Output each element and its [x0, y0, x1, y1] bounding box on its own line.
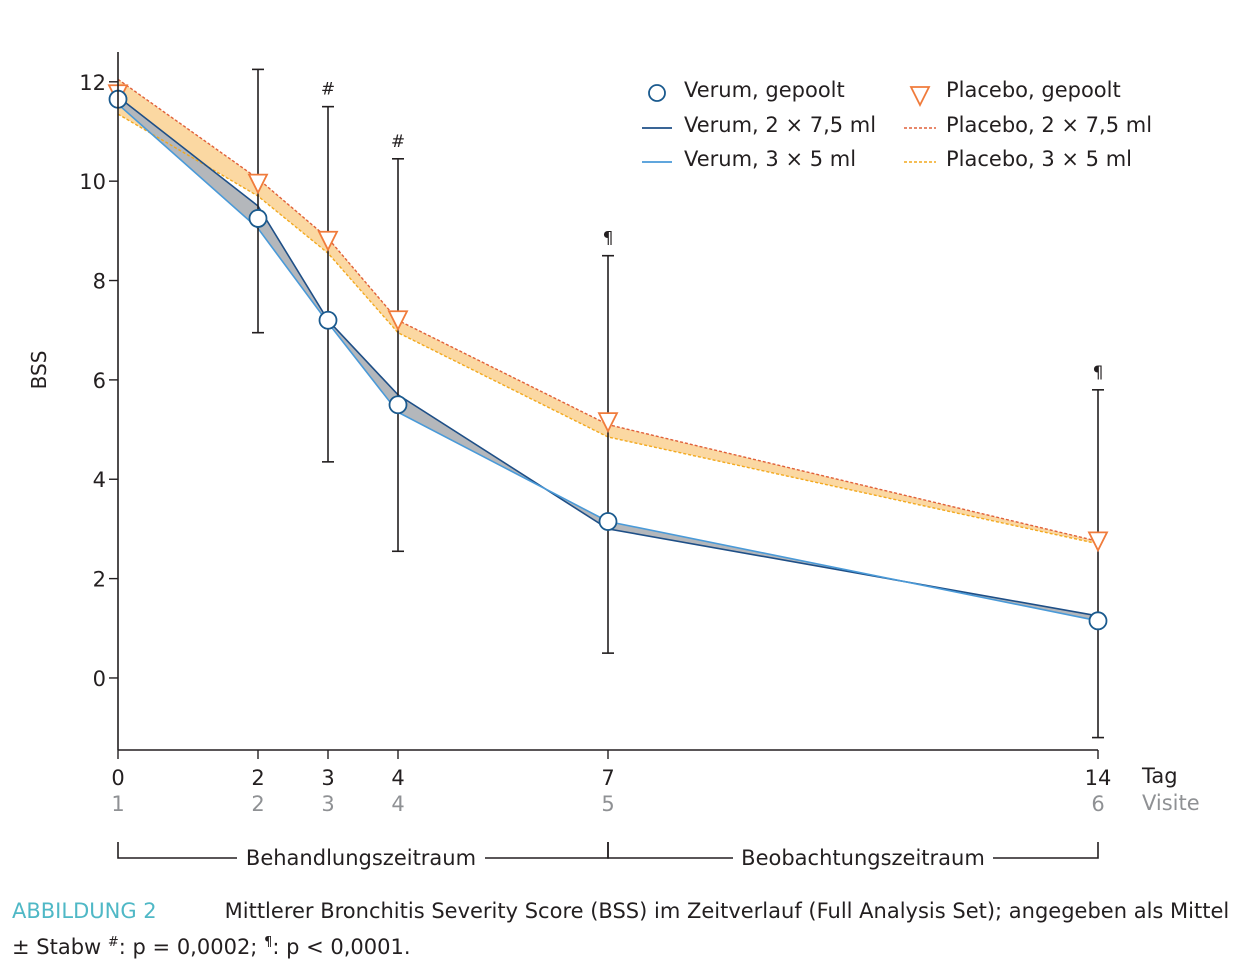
x-tick-label-0: 0 [111, 766, 124, 790]
placebo-marker-day-14 [1087, 531, 1109, 553]
significance-mark-1: # [321, 80, 335, 100]
error-bars [252, 68, 1104, 739]
significance-mark-3: ¶ [603, 229, 614, 249]
x-tick-label-7: 7 [601, 766, 614, 790]
figure-caption: ABBILDUNG 2 Mittlerer Bronchitis Severity… [12, 896, 1248, 963]
y-tick-label-8: 8 [93, 270, 106, 294]
y-tick-label-4: 4 [93, 468, 106, 492]
y-tick-label-12: 12 [79, 71, 106, 95]
legend: Verum, gepoolt Verum, 2 × 7,5 ml Verum, 3 … [642, 78, 1152, 171]
verum-marker-day-14 [1088, 611, 1108, 631]
visit-tick-label-2: 2 [251, 792, 264, 816]
caption-text: Mittlerer Bronchitis Severity Score (BSS… [12, 899, 1230, 959]
y-tick-label-10: 10 [79, 170, 106, 194]
placebo-marker-day-2 [247, 173, 269, 195]
verum-marker-day-3 [318, 310, 338, 330]
legend-verum-pooled-marker [648, 84, 666, 102]
series-line-4 [117, 103, 1099, 622]
placebo-marker-day-7 [597, 412, 619, 434]
x-tick-label-2: 2 [251, 766, 264, 790]
verum-marker-day-4 [388, 395, 408, 415]
series-line-1 [117, 78, 1099, 542]
visit-tick-label-4: 4 [391, 792, 404, 816]
series-line-2 [117, 113, 1099, 545]
period-label-1: Behandlungszeitraum [246, 846, 476, 870]
y-tick-label-0: 0 [93, 667, 106, 691]
legend-placebo-2-label: Placebo, 3 × 5 ml [946, 147, 1132, 171]
significance-mark-2: # [391, 132, 405, 152]
significance-mark-4: ¶ [1093, 363, 1104, 383]
caption-note2: : p < 0,0001. [272, 935, 411, 959]
caption-note1: : p = 0,0002; [118, 935, 265, 959]
visit-tick-label-5: 5 [601, 792, 614, 816]
visit-tick-label-6: 6 [1091, 792, 1104, 816]
visit-axis-title: Visite [1142, 791, 1200, 815]
period-bracket-2 [607, 842, 1099, 859]
period-brackets: Behandlungszeitraum Beobachtungszeitraum [117, 842, 1099, 870]
caption-label: ABBILDUNG 2 [12, 899, 157, 923]
legend-verum-1-label: Verum, 2 × 7,5 ml [684, 113, 876, 137]
visit-tick-label-1: 1 [111, 792, 124, 816]
legend-placebo-pooled-label: Placebo, gepoolt [946, 78, 1121, 102]
verum-marker-day-2 [248, 209, 268, 228]
placebo-marker-day-3 [317, 230, 339, 252]
x-tick-label-3: 3 [321, 766, 334, 790]
legend-verum-2-label: Verum, 3 × 5 ml [684, 147, 856, 171]
x-tick-label-14: 14 [1085, 766, 1112, 790]
x-tick-label-4: 4 [391, 766, 404, 790]
verum-marker-day-7 [598, 512, 618, 531]
period-label-2: Beobachtungszeitraum [741, 846, 985, 870]
legend-placebo-pooled-marker [909, 86, 931, 108]
placebo-marker-day-4 [387, 310, 409, 332]
y-tick-label-2: 2 [93, 568, 106, 592]
y-tick-label-6: 6 [93, 369, 106, 393]
series-line-3 [117, 96, 1099, 617]
legend-verum-pooled-label: Verum, gepoolt [684, 78, 845, 102]
caption-note2-symbol: ¶ [264, 935, 273, 950]
series-lines [117, 78, 1099, 622]
visit-tick-label-3: 3 [321, 792, 334, 816]
y-axis-title: BSS [27, 351, 51, 390]
x-axis-title: Tag [1141, 764, 1178, 788]
legend-placebo-1-label: Placebo, 2 × 7,5 ml [946, 113, 1152, 137]
significance-marks: # # ¶ ¶ [321, 80, 1104, 383]
caption-note1-symbol: # [107, 935, 119, 950]
